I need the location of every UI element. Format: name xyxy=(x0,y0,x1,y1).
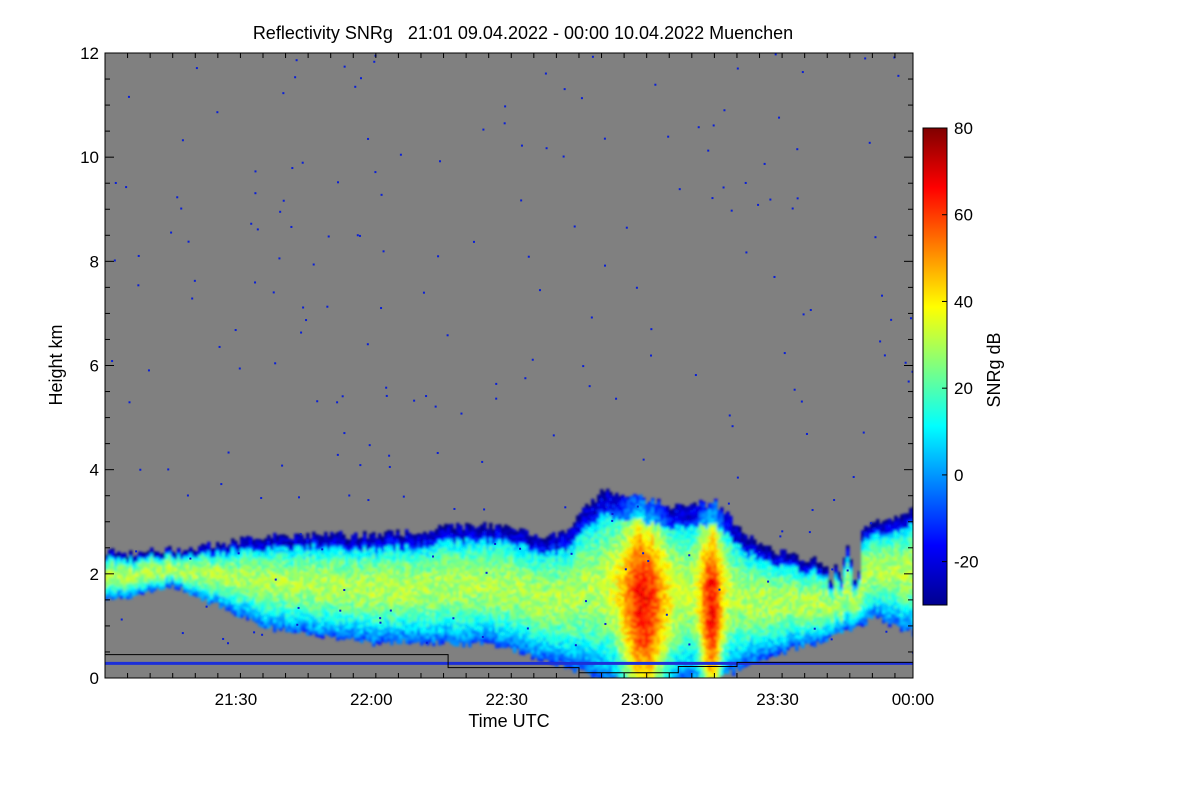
chart-title: Reflectivity SNRg 21:01 09.04.2022 - 00:… xyxy=(253,23,793,43)
x-tick-label: 23:00 xyxy=(621,690,664,709)
colorbar xyxy=(922,127,948,606)
y-tick-label: 2 xyxy=(90,565,99,584)
cloud-echo xyxy=(105,488,913,678)
x-tick-label: 21:30 xyxy=(215,690,258,709)
colorbar-ticks: -20 0 20 40 60 80 xyxy=(942,119,979,572)
y-axis-title: Height km xyxy=(46,324,66,405)
y-tick-label: 6 xyxy=(90,357,99,376)
x-axis: 21:30 22:00 22:30 23:00 23:30 00:00 xyxy=(104,53,935,709)
colorbar-tick-label: -20 xyxy=(954,553,979,572)
noise-specks xyxy=(111,53,913,654)
x-tick-label: 22:30 xyxy=(485,690,528,709)
y-tick-label: 0 xyxy=(90,669,99,688)
y-axis: 0 2 4 6 8 10 12 xyxy=(80,44,913,688)
x-axis-title: Time UTC xyxy=(468,711,549,731)
x-tick-label: 00:00 xyxy=(892,690,935,709)
x-tick-label: 22:00 xyxy=(350,690,393,709)
black-step-line xyxy=(105,654,913,674)
colorbar-tick-label: 80 xyxy=(954,119,973,138)
plot-area xyxy=(105,53,913,678)
x-tick-label: 23:30 xyxy=(756,690,799,709)
colorbar-tick-label: 20 xyxy=(954,379,973,398)
y-tick-label: 4 xyxy=(90,461,99,480)
colorbar-title: SNRg dB xyxy=(984,332,1004,407)
y-tick-label: 10 xyxy=(80,148,99,167)
colorbar-tick-label: 60 xyxy=(954,206,973,225)
colorbar-tick-label: 0 xyxy=(954,466,963,485)
y-tick-label: 8 xyxy=(90,252,99,271)
y-tick-label: 12 xyxy=(80,44,99,63)
colorbar-tick-label: 40 xyxy=(954,292,973,311)
